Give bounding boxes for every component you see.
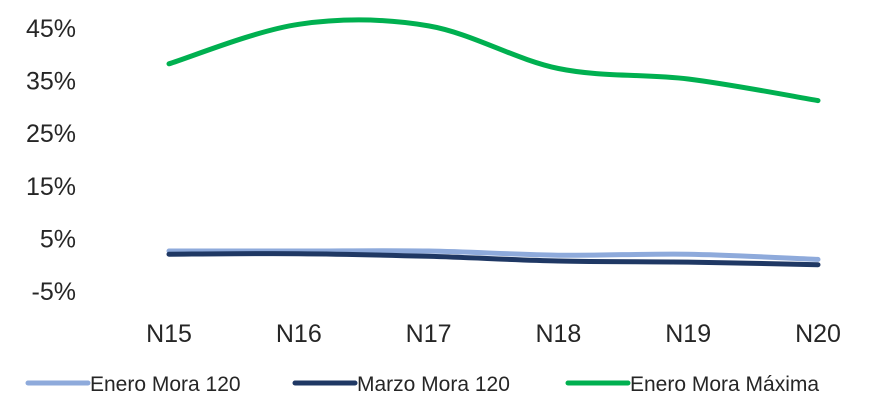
x-tick-label: N19 xyxy=(665,320,711,348)
y-axis: -5% 5% 15% 25% 35% 45% xyxy=(26,15,76,306)
series-line-3 xyxy=(166,17,821,104)
series-line-1 xyxy=(166,248,821,262)
y-tick-label: 35% xyxy=(26,68,76,96)
legend-label: Marzo Mora 120 xyxy=(357,373,510,396)
y-tick-label: 25% xyxy=(26,120,76,148)
legend-label: Enero Mora 120 xyxy=(90,373,241,396)
legend-label: Enero Mora Máxima xyxy=(630,373,819,396)
x-axis: N15 N16 N17 N18 N19 N20 xyxy=(146,320,841,348)
series-layer xyxy=(166,17,821,268)
x-tick-label: N17 xyxy=(406,320,452,348)
x-tick-label: N15 xyxy=(146,320,192,348)
y-tick-label: -5% xyxy=(32,278,76,306)
legend: Enero Mora 120 Marzo Mora 120 Enero Mora M… xyxy=(25,373,819,396)
x-tick-label: N16 xyxy=(276,320,322,348)
x-tick-label: N18 xyxy=(535,320,581,348)
series-line-2 xyxy=(166,251,821,268)
y-tick-label: 5% xyxy=(40,225,76,253)
y-tick-label: 15% xyxy=(26,173,76,201)
x-tick-label: N20 xyxy=(795,320,841,348)
y-tick-label: 45% xyxy=(26,15,76,43)
